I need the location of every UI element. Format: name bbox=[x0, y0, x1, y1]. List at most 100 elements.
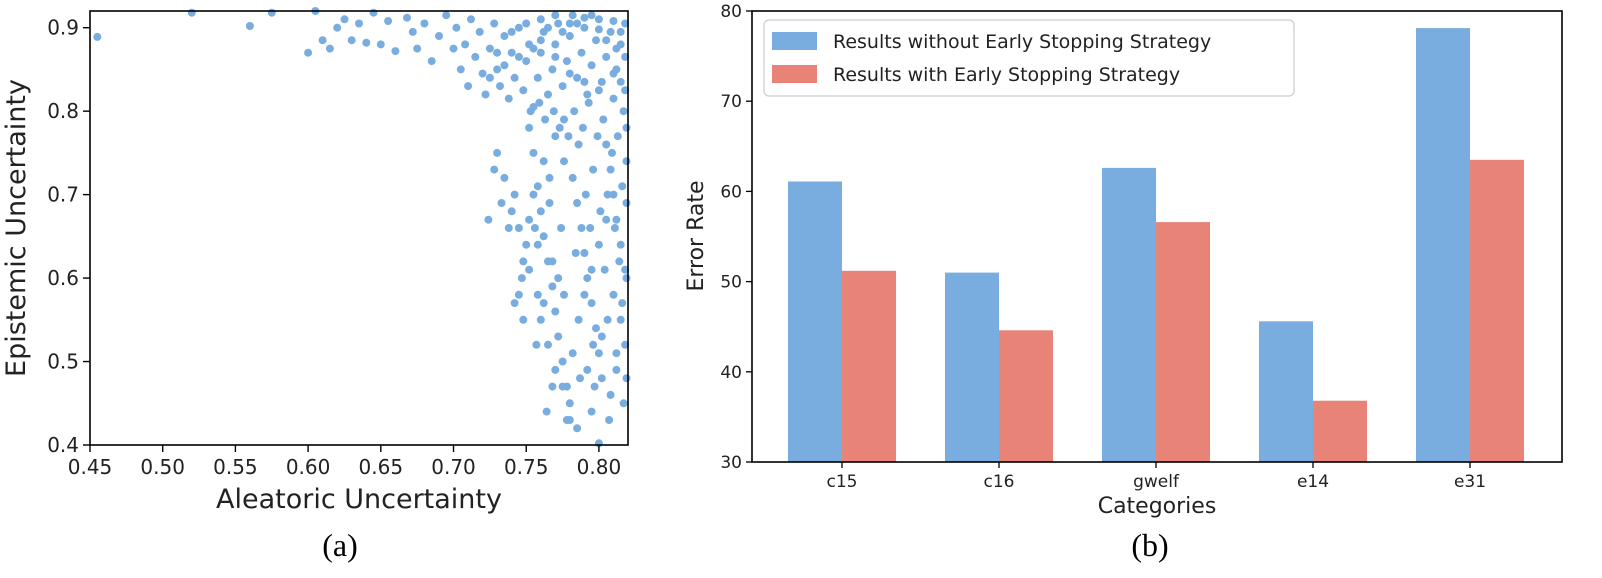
scatter-point bbox=[599, 115, 608, 124]
scatter-point bbox=[522, 57, 531, 66]
scatter-point bbox=[485, 73, 494, 82]
scatter-point bbox=[555, 123, 564, 132]
scatter-point bbox=[602, 36, 611, 45]
scatter-point bbox=[564, 132, 573, 141]
scatter-point bbox=[536, 48, 545, 57]
scatter-point bbox=[510, 299, 519, 308]
scatter-point bbox=[560, 157, 568, 166]
scatter-point bbox=[544, 90, 552, 99]
bar-c16-series-1 bbox=[999, 330, 1053, 462]
scatter-point bbox=[532, 340, 541, 349]
scatter-x-tick-label: 0.50 bbox=[140, 455, 185, 479]
scatter-point bbox=[533, 240, 542, 249]
scatter-point bbox=[544, 23, 552, 32]
scatter-point bbox=[605, 416, 614, 424]
scatter-point bbox=[403, 13, 411, 22]
scatter-point bbox=[597, 332, 606, 341]
scatter-point bbox=[609, 17, 618, 25]
scatter-point bbox=[420, 19, 429, 28]
scatter-y-ticks: 0.4 0.5 0.6 0.7 0.8 0.9 bbox=[47, 16, 90, 457]
bar-y-axis-label: Error Rate bbox=[684, 180, 709, 291]
scatter-point bbox=[493, 48, 502, 57]
scatter-point bbox=[519, 257, 528, 266]
scatter-point bbox=[612, 44, 621, 53]
scatter-point bbox=[560, 290, 568, 299]
scatter-point bbox=[603, 190, 612, 199]
scatter-point bbox=[529, 190, 538, 199]
scatter-point bbox=[481, 90, 490, 99]
scatter-point bbox=[539, 232, 548, 241]
panel-label-a: (a) bbox=[322, 527, 358, 563]
scatter-point bbox=[536, 207, 545, 216]
scatter-point bbox=[578, 123, 587, 132]
scatter-point bbox=[577, 224, 586, 232]
scatter-point bbox=[413, 44, 422, 53]
scatter-point bbox=[539, 157, 548, 166]
scatter-point bbox=[551, 307, 560, 316]
scatter-point bbox=[558, 82, 567, 91]
scatter-point bbox=[551, 365, 560, 374]
scatter-point bbox=[533, 290, 542, 299]
scatter-point bbox=[478, 69, 487, 78]
scatter-point bbox=[616, 315, 625, 324]
scatter-point bbox=[497, 199, 506, 207]
scatter-point bbox=[616, 27, 625, 36]
scatter-point bbox=[612, 365, 621, 374]
scatter-point bbox=[548, 282, 557, 291]
scatter-point bbox=[568, 349, 577, 358]
scatter-chart-a: 0.45 0.50 0.55 0.60 0.65 0.70 0.75 0.80 0.40.50… bbox=[1, 7, 631, 563]
bar-x-tick-label: e14 bbox=[1297, 472, 1329, 492]
scatter-point bbox=[530, 224, 539, 232]
scatter-point bbox=[571, 249, 580, 257]
scatter-point bbox=[573, 19, 582, 28]
scatter-point bbox=[500, 173, 509, 182]
scatter-point bbox=[536, 36, 545, 45]
scatter-point bbox=[568, 173, 577, 182]
scatter-point bbox=[442, 11, 451, 20]
scatter-point bbox=[545, 199, 554, 207]
scatter-point bbox=[586, 224, 595, 232]
scatter-point bbox=[514, 52, 523, 61]
scatter-point bbox=[568, 11, 577, 20]
bar-c16-series-0 bbox=[945, 272, 999, 462]
bar-y-tick-label: 40 bbox=[720, 363, 742, 383]
scatter-x-tick-label: 0.75 bbox=[504, 455, 549, 479]
scatter-point bbox=[587, 265, 596, 274]
legend-label-with: Results with Early Stopping Strategy bbox=[833, 64, 1180, 86]
scatter-point bbox=[362, 38, 371, 47]
scatter-point bbox=[616, 77, 625, 86]
scatter-point bbox=[560, 115, 568, 124]
scatter-point bbox=[510, 190, 519, 199]
scatter-point bbox=[504, 94, 513, 103]
scatter-point bbox=[583, 90, 592, 99]
scatter-point bbox=[490, 19, 499, 28]
scatter-point bbox=[609, 190, 618, 199]
scatter-point bbox=[606, 165, 615, 174]
scatter-point bbox=[621, 19, 630, 28]
bar-y-ticks: 30 40 50 60 70 80 bbox=[720, 2, 752, 473]
scatter-y-tick-label: 0.6 bbox=[47, 266, 79, 290]
scatter-point bbox=[609, 290, 618, 299]
scatter-point bbox=[612, 349, 621, 358]
scatter-point bbox=[622, 274, 631, 283]
scatter-point bbox=[507, 48, 516, 57]
scatter-point bbox=[594, 349, 603, 358]
scatter-point bbox=[562, 57, 571, 66]
scatter-point bbox=[427, 57, 436, 66]
scatter-point bbox=[449, 44, 458, 53]
scatter-point bbox=[549, 107, 558, 116]
scatter-y-tick-label: 0.7 bbox=[47, 183, 79, 207]
scatter-point bbox=[245, 22, 254, 30]
scatter-point bbox=[496, 82, 504, 91]
scatter-point bbox=[452, 23, 461, 32]
scatter-point bbox=[580, 290, 589, 299]
scatter-point bbox=[507, 27, 516, 36]
scatter-point bbox=[539, 299, 548, 308]
scatter-point bbox=[589, 340, 598, 349]
scatter-point bbox=[471, 52, 480, 61]
scatter-point bbox=[522, 19, 531, 28]
scatter-point bbox=[584, 98, 593, 107]
legend-swatch-with bbox=[772, 65, 817, 83]
scatter-point bbox=[551, 11, 560, 20]
